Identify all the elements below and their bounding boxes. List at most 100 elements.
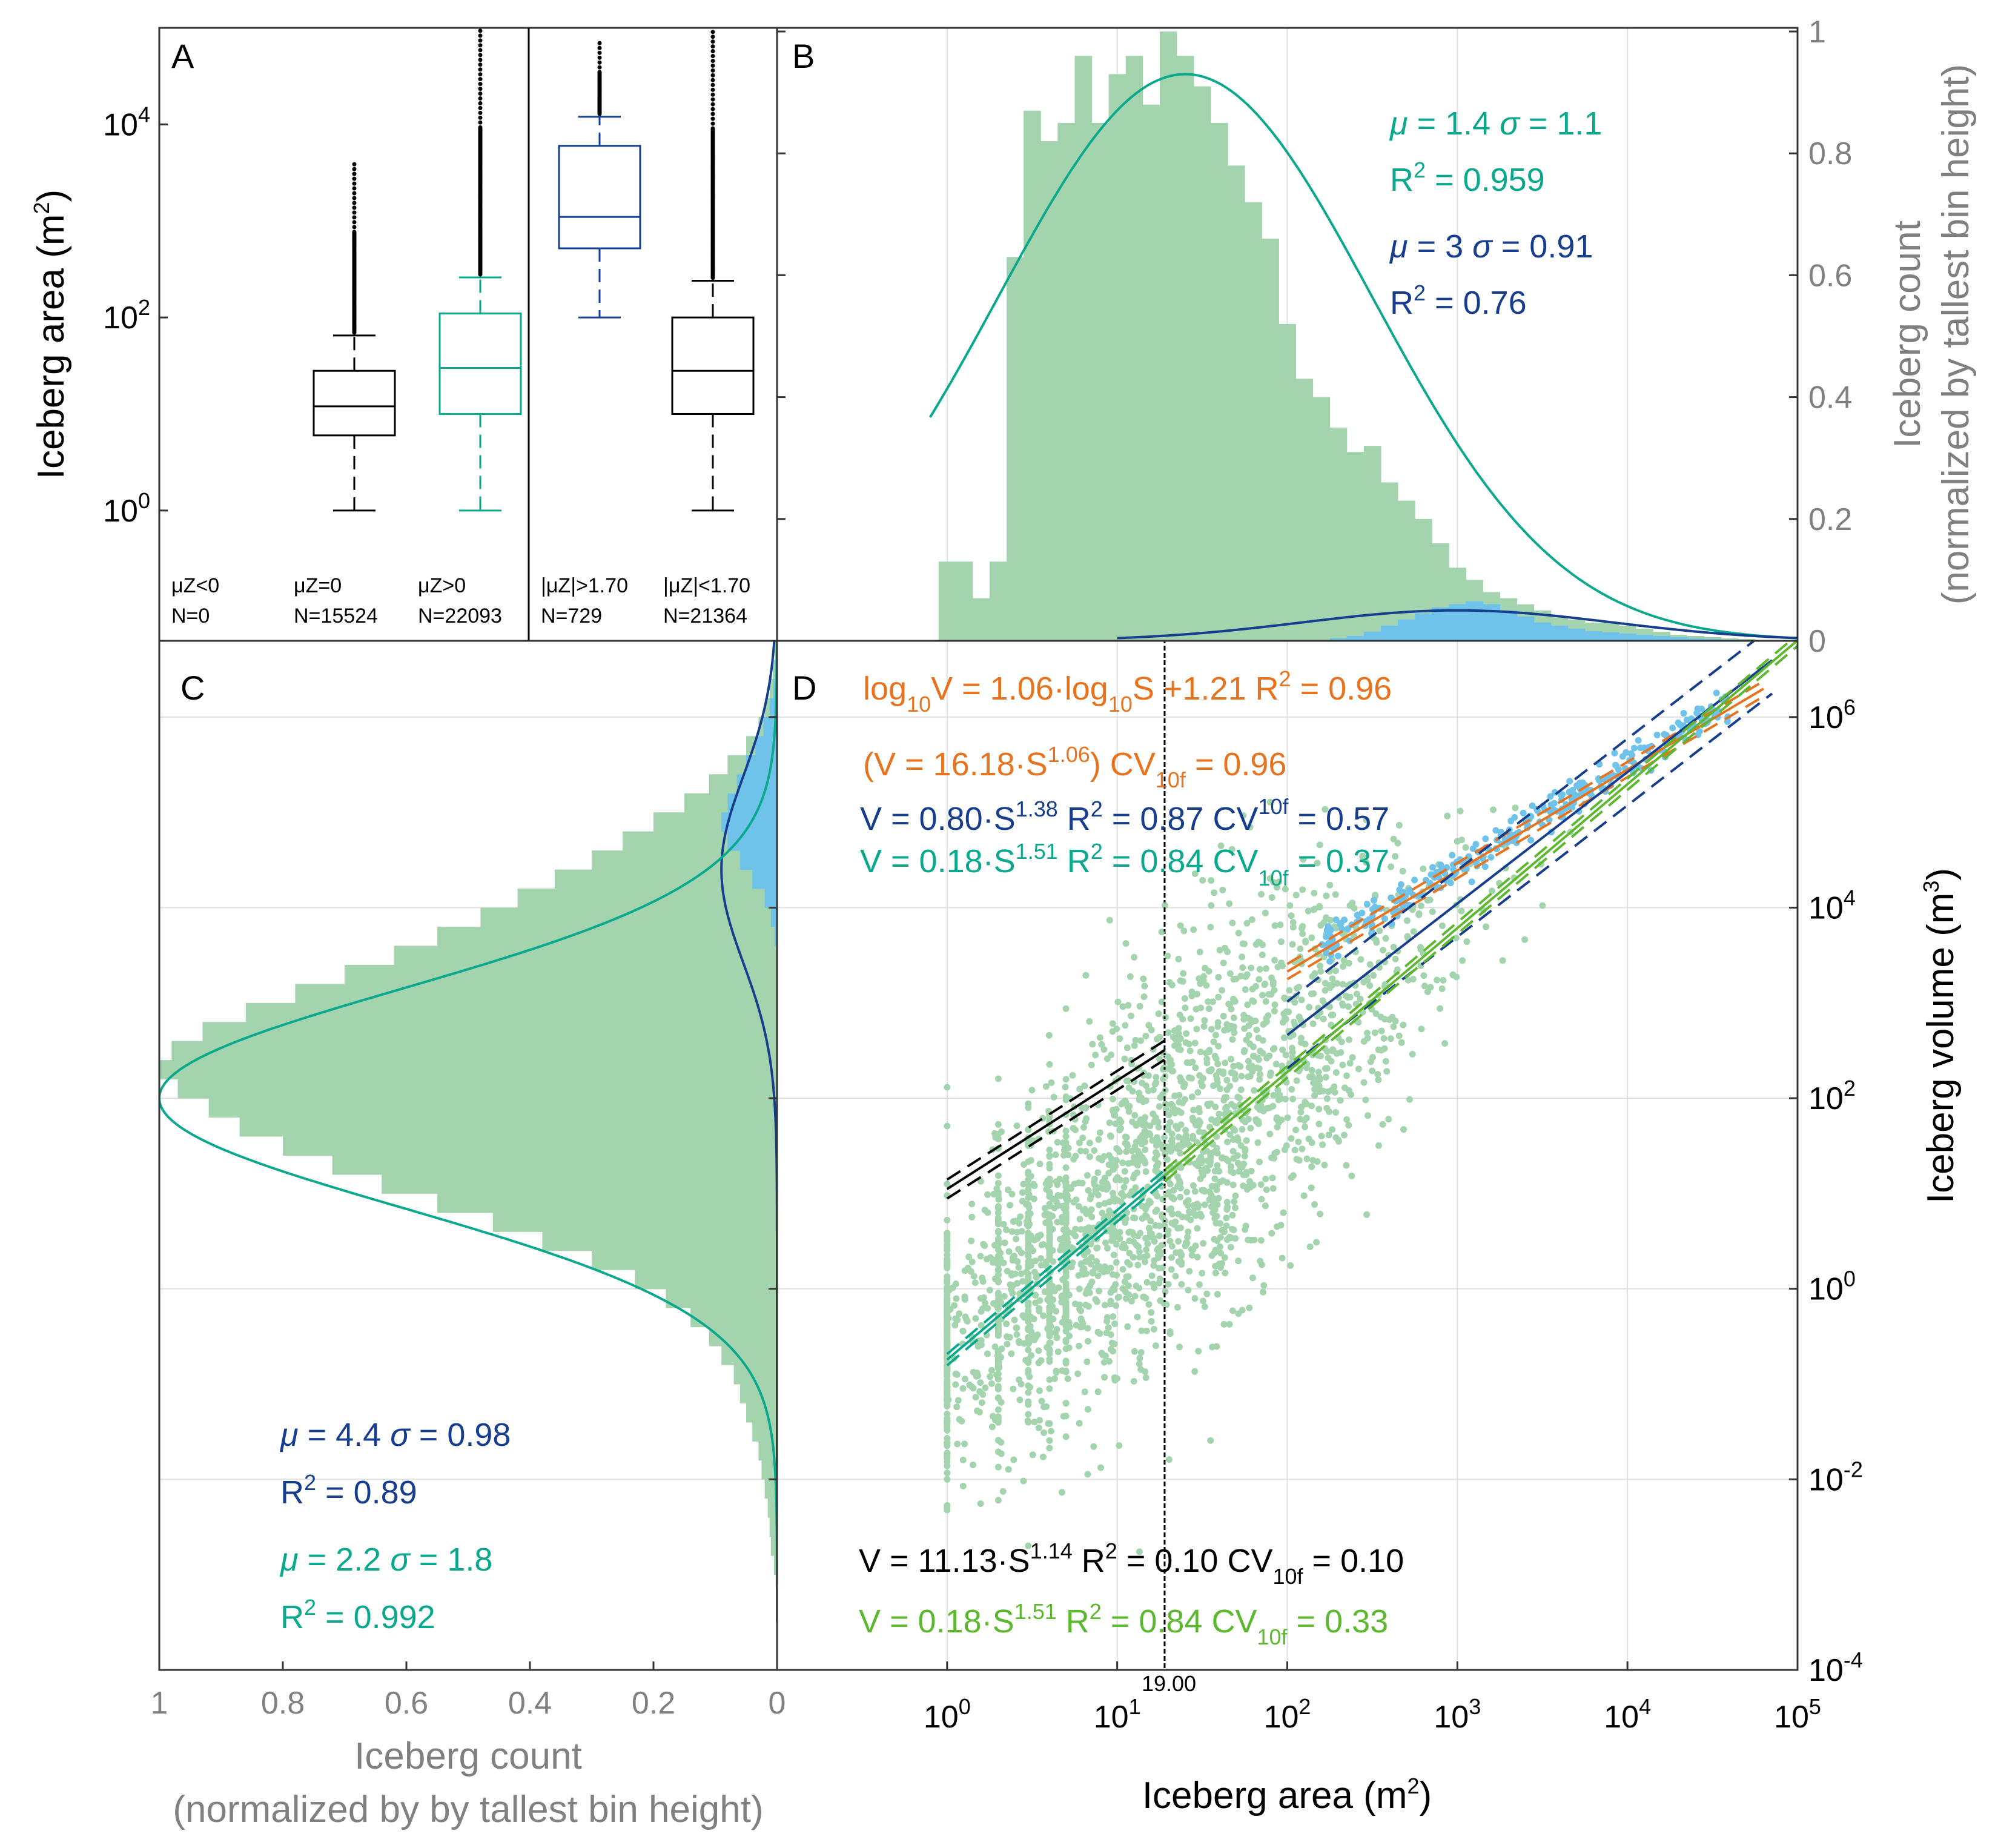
- d-green-point: [1229, 1181, 1237, 1188]
- d-blue-point: [1338, 926, 1346, 932]
- b-green-bar: [1245, 202, 1262, 641]
- d-green-point: [968, 1201, 976, 1208]
- d-green-point: [1214, 1291, 1221, 1298]
- d-green-point: [1085, 1225, 1093, 1233]
- c-green-bar: [773, 1555, 777, 1575]
- b-blue-bar: [1329, 638, 1348, 641]
- d-ytick-label-1-base: 10: [1808, 1462, 1844, 1497]
- d-green-point: [1143, 1327, 1150, 1334]
- d-green-point: [944, 1452, 951, 1460]
- d-green-point: [1158, 998, 1165, 1005]
- b-green-bar: [1211, 122, 1228, 641]
- d-green-point: [988, 1366, 995, 1374]
- d-green-point: [1013, 1122, 1021, 1130]
- d-green-point: [1052, 1329, 1059, 1336]
- d-green-point: [1111, 1111, 1118, 1119]
- d-green-point: [1098, 1041, 1105, 1048]
- d-green-point: [1168, 1266, 1175, 1273]
- d-blue-point: [1566, 778, 1573, 785]
- d-green-point: [1251, 1087, 1258, 1094]
- d-green-point: [1440, 976, 1447, 984]
- d-green-point: [944, 1411, 951, 1417]
- d-green-point: [1084, 1406, 1091, 1413]
- d-green-point: [1198, 1213, 1205, 1220]
- d-green-point: [1406, 1096, 1413, 1103]
- d-green-point: [1242, 973, 1249, 980]
- b-fit2-sigma: = 0.91: [1492, 228, 1593, 265]
- d-green-point: [1007, 1202, 1013, 1209]
- d-green-point: [1394, 840, 1401, 847]
- d-green-point: [1229, 1307, 1236, 1314]
- d-green-point: [1380, 947, 1386, 954]
- d-green-point: [1025, 1339, 1033, 1346]
- d-green-point: [1255, 1035, 1262, 1042]
- d-green-point: [1090, 1178, 1097, 1185]
- d-green-point: [1246, 1178, 1253, 1185]
- d-green-point: [1084, 1210, 1091, 1217]
- d-blue-point: [1623, 749, 1630, 756]
- d-green-point: [1042, 1219, 1050, 1227]
- d-green-point: [1410, 928, 1417, 935]
- d-green-point: [1189, 1133, 1197, 1140]
- d-green-point: [1017, 1213, 1024, 1220]
- d-green-point: [1457, 807, 1464, 815]
- d-green-point: [1289, 1095, 1297, 1102]
- d-green-point: [1308, 1102, 1315, 1110]
- c-blue-bar: [773, 678, 777, 698]
- d-green-point: [1139, 1136, 1146, 1144]
- d-navy-pad: [1058, 801, 1067, 837]
- d-green-point: [1366, 961, 1374, 968]
- d-green-point: [1030, 1247, 1037, 1254]
- d-blue-point: [1326, 958, 1334, 965]
- d-fit-band-black-1: [946, 1039, 1166, 1181]
- d-navy-r2: = 0.87 CV: [1103, 801, 1259, 837]
- d-green-point: [1288, 1086, 1295, 1093]
- d-green-point: [1145, 1087, 1152, 1095]
- d-xtick-label-2-exp: 2: [1298, 1694, 1311, 1719]
- d-green-point: [1217, 1250, 1225, 1257]
- c-blue-bar: [752, 869, 777, 889]
- b-blue-bar: [1380, 625, 1398, 641]
- box-outlier: [478, 62, 483, 67]
- d-xtick-label-5-exp: 5: [1809, 1694, 1821, 1719]
- d-orange-r-exp: 2: [1279, 666, 1291, 691]
- d-orange-mid: V = 1.06·log: [931, 671, 1108, 707]
- d-green-point: [1314, 859, 1321, 867]
- d-green-point: [1153, 1074, 1160, 1081]
- d-green-point: [1220, 1096, 1228, 1104]
- d-green-point: [1005, 1248, 1013, 1255]
- d-green-point: [1237, 1063, 1244, 1070]
- c-green-bar: [394, 946, 777, 965]
- d-fit-line-green: [1164, 641, 1798, 1177]
- d-green-point: [1400, 1021, 1407, 1028]
- d-green-point: [1227, 1024, 1234, 1031]
- box-outlier: [710, 92, 715, 97]
- d-green-point: [1163, 1301, 1170, 1308]
- d-green-point: [1499, 957, 1506, 964]
- d-green-point: [1319, 1141, 1326, 1148]
- d-xtick-label-1: 101: [1094, 1694, 1141, 1735]
- d-green-point: [1229, 1148, 1237, 1155]
- c-green-bar: [492, 1212, 777, 1232]
- d-green-point: [1192, 1212, 1199, 1219]
- d-green-point: [1115, 1293, 1122, 1300]
- d-green-point: [1343, 1162, 1350, 1169]
- d-green-point: [1203, 982, 1210, 989]
- c-xtick-label-1: 0.8: [261, 1686, 305, 1721]
- d-green-point: [1203, 1290, 1211, 1297]
- d-blue-point: [1573, 782, 1580, 789]
- d-green-point: [1153, 1134, 1160, 1141]
- d-green-point: [1096, 1330, 1103, 1337]
- d-blue-point: [1696, 728, 1703, 735]
- d-fit-band-navy-2: [1286, 692, 1773, 1070]
- d-ytick-label-1: 10-2: [1808, 1457, 1863, 1497]
- d-green-point: [1177, 922, 1184, 929]
- d-green-point: [1263, 1186, 1270, 1193]
- panel-c-xlabel-line2: (normalized by by tallest bin height): [173, 1789, 763, 1830]
- box-outlier: [478, 48, 483, 53]
- box-4: [558, 145, 641, 250]
- d-green-point: [981, 1242, 988, 1249]
- d-green-point: [1230, 1154, 1237, 1162]
- panel-d-label: D: [792, 669, 816, 707]
- box-outlier: [352, 171, 357, 176]
